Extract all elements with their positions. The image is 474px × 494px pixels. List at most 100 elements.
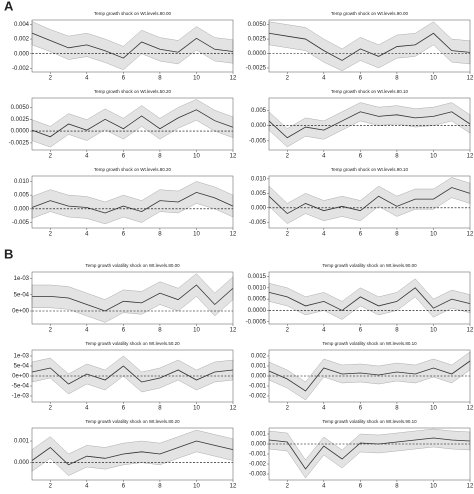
y-tick-label: 0.0025 (248, 37, 267, 43)
x-tick-label: 2 (286, 154, 290, 160)
x-tick-label: 4 (322, 76, 326, 82)
y-tick-label: 0.010 (14, 179, 30, 185)
y-tick-label: 0.000 (251, 205, 267, 211)
x-tick-label: 2 (286, 328, 290, 334)
response-line (31, 440, 234, 466)
x-tick-label: 4 (85, 154, 89, 160)
plot-frame (268, 97, 471, 151)
x-tick-label: 10 (193, 154, 200, 160)
x-tick-label: 6 (359, 154, 363, 160)
plot-frame (31, 427, 234, 481)
y-tick-label: -0.0005 (246, 319, 267, 325)
y-tick-label: 0.0000 (248, 308, 267, 314)
plot-frame (31, 19, 234, 73)
y-tick-label: 0.004 (14, 22, 30, 28)
x-tick-label: 4 (322, 328, 326, 334)
y-tick-label: 0.000 (14, 206, 30, 212)
x-tick-label: 12 (467, 328, 474, 334)
x-tick-label: 8 (395, 232, 399, 238)
x-tick-label: 8 (158, 328, 162, 334)
y-tick-label: 0.001 (251, 364, 267, 370)
x-tick-label: 4 (322, 232, 326, 238)
y-tick-label: 0.000 (14, 51, 30, 57)
panel-title: Temp growth volatility shock on Wt.level… (85, 263, 180, 268)
x-tick-label: 2 (286, 76, 290, 82)
x-tick-label: 12 (467, 76, 474, 82)
panel-title: Temp growth volatility shock on Wt.level… (322, 341, 417, 346)
y-tick-label: -0.001 (249, 452, 267, 458)
y-tick-label: 0.001 (14, 439, 30, 445)
y-tick-label: -5e-04 (12, 384, 30, 390)
x-tick-label: 6 (122, 232, 126, 238)
y-tick-label: -0.0025 (9, 140, 30, 146)
panel-title: Temp growth shock on Wt.levels.50.20 (94, 89, 172, 94)
x-tick-label: 2 (49, 232, 53, 238)
y-tick-label: 0.0050 (248, 22, 267, 28)
x-tick-label: 6 (359, 484, 363, 490)
y-tick-label: 0.005 (251, 191, 267, 197)
x-tick-label: 12 (467, 406, 474, 412)
y-tick-label: 1e-03 (14, 276, 30, 282)
x-tick-label: 6 (359, 76, 363, 82)
y-tick-label: 0.000 (251, 442, 267, 448)
x-tick-label: 10 (430, 328, 437, 334)
x-tick-label: 6 (122, 328, 126, 334)
x-tick-label: 2 (49, 154, 53, 160)
y-tick-label: 0.0000 (11, 129, 30, 135)
plot-frame (268, 19, 471, 73)
y-tick-label: 0.000 (251, 123, 267, 129)
response-line (268, 32, 471, 61)
x-tick-label: 10 (430, 154, 437, 160)
x-tick-label: 8 (395, 328, 399, 334)
panel-title: Temp growth volatility shock on Wt.level… (322, 263, 417, 268)
x-tick-label: 10 (430, 406, 437, 412)
x-tick-label: 2 (286, 406, 290, 412)
x-tick-label: 8 (158, 154, 162, 160)
x-tick-label: 12 (467, 154, 474, 160)
x-tick-label: 2 (49, 484, 53, 490)
y-tick-label: -0.005 (249, 138, 267, 144)
y-tick-label: 5e-04 (14, 292, 30, 298)
x-tick-label: 6 (359, 328, 363, 334)
x-tick-label: 2 (49, 76, 53, 82)
x-tick-label: 8 (395, 406, 399, 412)
panel-title: Temp growth shock on Wt.levels.80.20 (94, 167, 172, 172)
plot-frame (268, 271, 471, 325)
x-tick-label: 12 (230, 76, 237, 82)
x-tick-label: 12 (467, 484, 474, 490)
x-tick-label: 4 (85, 328, 89, 334)
x-tick-label: 6 (122, 76, 126, 82)
y-tick-label: 0.000 (14, 460, 30, 466)
x-tick-label: 4 (322, 154, 326, 160)
y-tick-label: -0.001 (249, 384, 267, 390)
x-tick-label: 4 (85, 484, 89, 490)
x-tick-label: 6 (122, 406, 126, 412)
x-tick-label: 8 (158, 406, 162, 412)
x-tick-label: 4 (322, 484, 326, 490)
panel-title: Temp growth volatility shock on Wt.level… (322, 419, 417, 424)
y-tick-label: 0.002 (251, 354, 267, 360)
y-tick-label: 0e+00 (12, 309, 30, 315)
response-line (268, 437, 471, 470)
y-tick-label: 0.0025 (11, 117, 30, 123)
y-tick-label: -0.002 (12, 66, 30, 72)
section-label: B (4, 246, 13, 261)
y-tick-label: 0.0000 (248, 51, 267, 57)
y-tick-label: 0e+00 (12, 374, 30, 380)
response-line (268, 287, 471, 311)
x-tick-label: 12 (230, 484, 237, 490)
plot-frame (31, 271, 234, 325)
plot-frame (31, 97, 234, 151)
plot-frame (31, 175, 234, 229)
response-line (268, 111, 471, 139)
response-line (31, 191, 234, 214)
panel-title: Temp growth shock on Wt.levels.90.10 (331, 167, 409, 172)
y-tick-label: 0.000 (251, 374, 267, 380)
x-tick-label: 12 (467, 232, 474, 238)
x-tick-label: 4 (85, 76, 89, 82)
response-line (268, 187, 471, 215)
y-tick-label: 0.0005 (248, 297, 267, 303)
x-tick-label: 4 (322, 406, 326, 412)
